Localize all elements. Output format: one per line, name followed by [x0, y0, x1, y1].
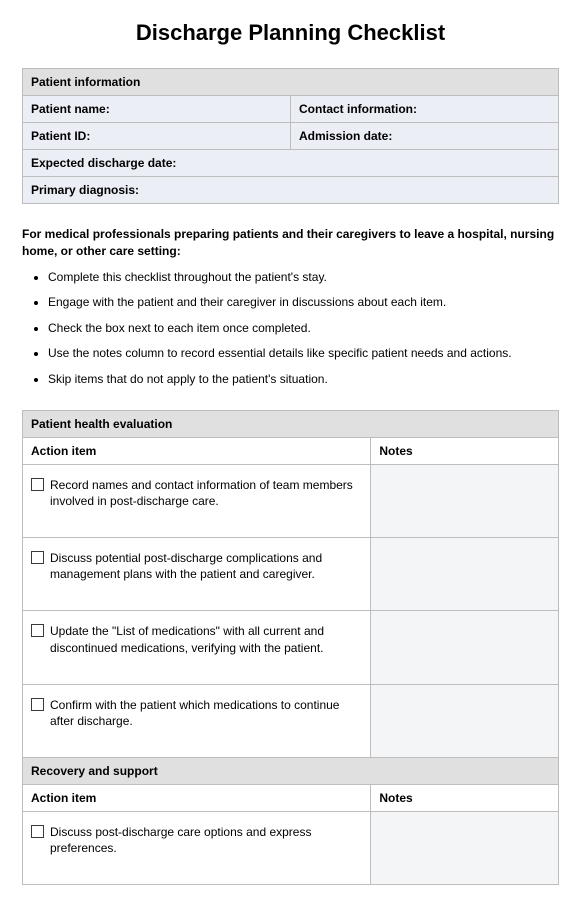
- action-text: Record names and contact information of …: [50, 477, 362, 509]
- action-text: Discuss post-discharge care options and …: [50, 824, 362, 856]
- column-action: Action item: [23, 437, 371, 464]
- checkbox[interactable]: [31, 551, 44, 564]
- expected-discharge-label: Expected discharge date:: [23, 150, 559, 177]
- action-text: Confirm with the patient which medicatio…: [50, 697, 362, 729]
- checklist-table: Patient health evaluation Action item No…: [22, 410, 559, 886]
- checkbox[interactable]: [31, 478, 44, 491]
- checkbox[interactable]: [31, 624, 44, 637]
- admission-date-label: Admission date:: [291, 123, 559, 150]
- column-notes: Notes: [371, 785, 559, 812]
- page-title: Discharge Planning Checklist: [22, 20, 559, 46]
- patient-name-label: Patient name:: [23, 96, 291, 123]
- section-header: Recovery and support: [23, 758, 559, 785]
- checkbox[interactable]: [31, 698, 44, 711]
- instruction-item: Engage with the patient and their caregi…: [48, 295, 559, 311]
- column-notes: Notes: [371, 437, 559, 464]
- notes-cell[interactable]: [371, 812, 559, 885]
- contact-info-label: Contact information:: [291, 96, 559, 123]
- column-action: Action item: [23, 785, 371, 812]
- action-cell: Record names and contact information of …: [23, 464, 371, 537]
- action-cell: Confirm with the patient which medicatio…: [23, 684, 371, 757]
- notes-cell[interactable]: [371, 684, 559, 757]
- instruction-item: Skip items that do not apply to the pati…: [48, 372, 559, 388]
- intro-text: For medical professionals preparing pati…: [22, 226, 559, 260]
- notes-cell[interactable]: [371, 611, 559, 684]
- instructions-list: Complete this checklist throughout the p…: [22, 270, 559, 388]
- primary-diagnosis-label: Primary diagnosis:: [23, 177, 559, 204]
- notes-cell[interactable]: [371, 537, 559, 610]
- instruction-item: Complete this checklist throughout the p…: [48, 270, 559, 286]
- patient-info-table: Patient information Patient name: Contac…: [22, 68, 559, 204]
- section-header: Patient health evaluation: [23, 410, 559, 437]
- patient-id-label: Patient ID:: [23, 123, 291, 150]
- checkbox[interactable]: [31, 825, 44, 838]
- notes-cell[interactable]: [371, 464, 559, 537]
- instruction-item: Check the box next to each item once com…: [48, 321, 559, 337]
- action-cell: Discuss post-discharge care options and …: [23, 812, 371, 885]
- action-text: Discuss potential post-discharge complic…: [50, 550, 362, 582]
- patient-info-header: Patient information: [23, 69, 559, 96]
- action-text: Update the "List of medications" with al…: [50, 623, 362, 655]
- action-cell: Update the "List of medications" with al…: [23, 611, 371, 684]
- instruction-item: Use the notes column to record essential…: [48, 346, 559, 362]
- action-cell: Discuss potential post-discharge complic…: [23, 537, 371, 610]
